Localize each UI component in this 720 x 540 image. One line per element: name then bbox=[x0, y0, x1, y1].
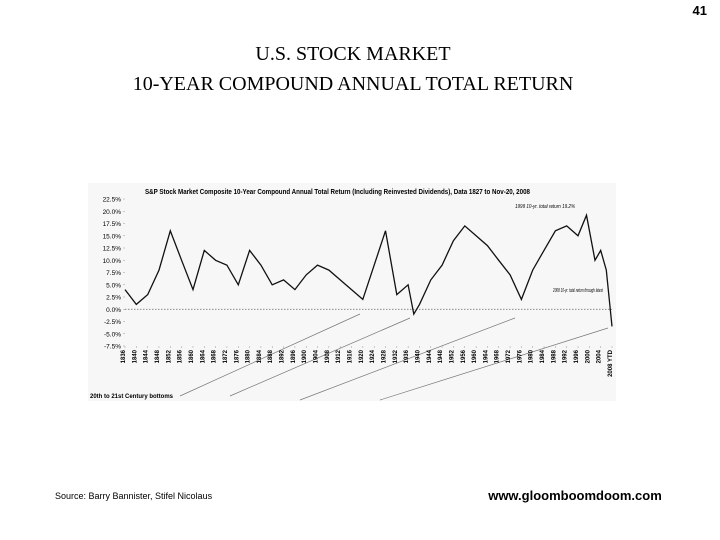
x-tick-label: 2008 YTD bbox=[608, 349, 614, 377]
y-tick-label: 12.5% bbox=[103, 246, 122, 253]
x-tick-label: 1932 bbox=[393, 349, 399, 363]
x-tick-label: 1972 bbox=[506, 349, 512, 363]
x-tick-label: 1900 bbox=[302, 349, 308, 363]
arrows bbox=[179, 313, 609, 401]
x-tick-label: 1940 bbox=[415, 349, 421, 363]
x-tick-label: 1876 bbox=[234, 349, 240, 363]
y-tick-label: -2.5% bbox=[104, 319, 121, 326]
y-tick-label: 2.5% bbox=[106, 295, 121, 302]
annotation: 1999 10-yr. total return 19.2% bbox=[515, 204, 575, 210]
x-tick-label: 1840 bbox=[132, 349, 138, 363]
x-tick-label: 1868 bbox=[212, 349, 218, 363]
slide-title: 10-YEAR COMPOUND ANNUAL TOTAL RETURN bbox=[133, 73, 574, 95]
x-tick-label: 1952 bbox=[449, 349, 455, 363]
annotation: 20th to 21st Century bottoms bbox=[90, 394, 174, 400]
x-tick-label: 1980 bbox=[529, 349, 535, 363]
annotation: 2008 10-yr. total return through latest bbox=[552, 288, 603, 294]
x-tick-label: 1856 bbox=[178, 349, 184, 363]
x-tick-label: 1960 bbox=[472, 349, 478, 363]
x-tick-label: 1912 bbox=[336, 349, 342, 363]
x-tick-label: 1844 bbox=[144, 349, 150, 363]
line bbox=[124, 212, 613, 327]
y-tick-label: 20.0% bbox=[103, 209, 122, 216]
x-tick-label: 1908 bbox=[325, 349, 331, 363]
x-tick-label: 1936 bbox=[404, 349, 410, 363]
y-tick-label: 15.0% bbox=[103, 233, 122, 240]
x-tick-label: 1968 bbox=[495, 349, 501, 363]
y-tick-label: 7.5% bbox=[106, 270, 121, 277]
x-tick-label: 1920 bbox=[359, 349, 365, 363]
slide-title: U.S. STOCK MARKET bbox=[255, 43, 450, 65]
y-tick-label: -7.5% bbox=[104, 344, 121, 351]
x-tick-label: 1996 bbox=[574, 349, 580, 363]
x-tick-label: 2004 bbox=[597, 349, 603, 363]
x-tick-label: 1948 bbox=[438, 349, 444, 363]
x-tick-label: 1984 bbox=[540, 349, 546, 363]
x-tick-label: 1956 bbox=[461, 349, 467, 363]
x-tick-label: 1852 bbox=[166, 349, 172, 363]
x-tick-label: 1872 bbox=[223, 349, 229, 363]
chart-image bbox=[88, 183, 616, 401]
x-tick-label: 1988 bbox=[551, 349, 557, 363]
y-tick-label: 17.5% bbox=[103, 221, 122, 228]
y-tick-label: 0.0% bbox=[106, 307, 121, 314]
x-tick-label: 1976 bbox=[517, 349, 523, 363]
x-tick-label: 1884 bbox=[257, 349, 263, 363]
y-tick-label: -5.0% bbox=[104, 331, 121, 338]
x-tick-label: 1864 bbox=[200, 349, 206, 363]
x-tick-label: 1944 bbox=[427, 349, 433, 363]
x-tick-label: 1904 bbox=[314, 349, 320, 363]
x-tick-label: 1888 bbox=[268, 349, 274, 363]
chart-title: S&P Stock Market Composite 10-Year Compo… bbox=[145, 189, 530, 196]
x-tick-label: 1860 bbox=[189, 349, 195, 363]
x-tick-label: 1880 bbox=[246, 349, 252, 363]
x-tick-label: 1916 bbox=[348, 349, 354, 363]
x-tick-label: 1964 bbox=[483, 349, 489, 363]
y-tick-label: 10.0% bbox=[103, 258, 122, 265]
x-tick-label: 1892 bbox=[280, 349, 286, 363]
page-number: 41 bbox=[693, 3, 707, 18]
y-tick-label: 5.0% bbox=[106, 282, 121, 289]
x-tick-label: 1928 bbox=[381, 349, 387, 363]
source: Source: Barry Bannister, Stifel Nicolaus bbox=[55, 491, 213, 501]
x-tick-label: 1896 bbox=[291, 349, 297, 363]
url: www.gloomboomdoom.com bbox=[487, 488, 662, 503]
y-tick-label: 22.5% bbox=[103, 197, 122, 204]
x-tick-label: 1992 bbox=[563, 349, 569, 363]
x-tick-label: 1836 bbox=[121, 349, 127, 363]
x-tick-label: 2000 bbox=[585, 349, 591, 363]
x-tick-label: 1924 bbox=[370, 349, 376, 363]
x-tick-label: 1848 bbox=[155, 349, 161, 363]
chart: S&P Stock Market Composite 10-Year Compo… bbox=[90, 189, 614, 400]
